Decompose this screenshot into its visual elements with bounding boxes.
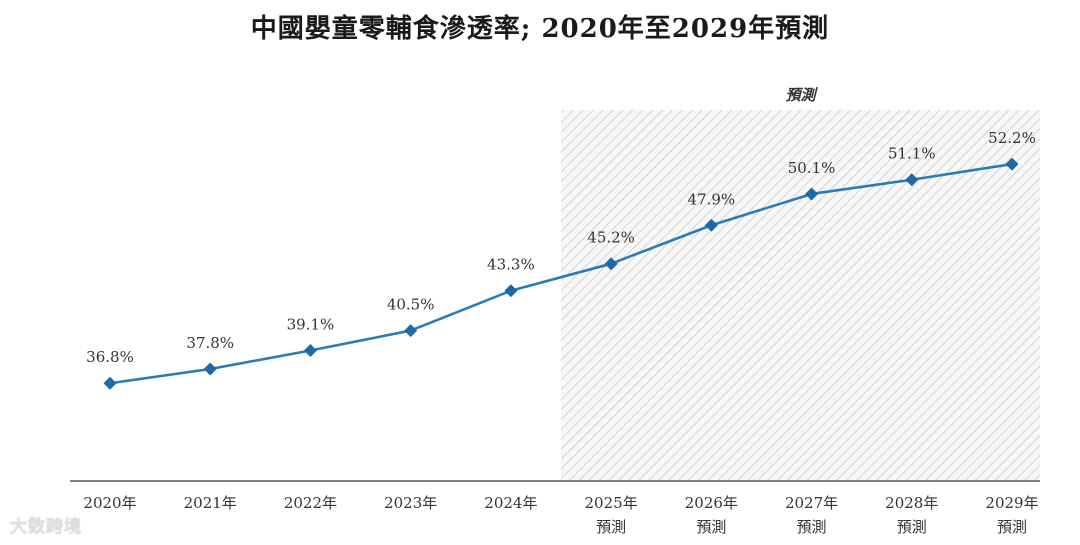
x-tick-sublabel: 預測 <box>897 518 927 536</box>
data-label: 36.8% <box>86 348 134 366</box>
data-label: 43.3% <box>487 256 535 274</box>
x-tick-label: 2023年 <box>384 494 437 512</box>
x-tick-label: 2027年 <box>785 494 838 512</box>
data-label: 40.5% <box>387 296 435 314</box>
x-tick-label: 2024年 <box>484 494 537 512</box>
data-point <box>1005 157 1019 171</box>
x-tick-label: 2026年 <box>685 494 738 512</box>
data-point <box>704 218 718 232</box>
x-tick-label: 2021年 <box>184 494 237 512</box>
data-point <box>504 284 518 298</box>
data-label: 51.1% <box>888 145 936 163</box>
x-tick-label: 2025年 <box>585 494 638 512</box>
x-tick-sublabel: 預測 <box>797 518 827 536</box>
x-tick-sublabel: 預測 <box>596 518 626 536</box>
data-label: 50.1% <box>788 159 836 177</box>
data-label: 45.2% <box>587 229 635 247</box>
data-point <box>805 187 819 201</box>
x-tick-sublabel: 預測 <box>997 518 1027 536</box>
data-point <box>203 362 217 376</box>
watermark: 大数跨境 <box>10 517 82 537</box>
chart-title: 中國嬰童零輔食滲透率; 2020年至2029年預測 <box>250 14 830 44</box>
data-point <box>404 324 418 338</box>
data-label: 47.9% <box>688 190 736 208</box>
data-point <box>905 173 919 187</box>
data-point <box>103 376 117 390</box>
x-tick-sublabel: 預測 <box>696 518 726 536</box>
x-tick-label: 2028年 <box>885 494 938 512</box>
data-label: 52.2% <box>988 129 1036 147</box>
x-tick-label: 2022年 <box>284 494 337 512</box>
forecast-header: 預測 <box>785 86 818 104</box>
x-tick-label: 2020年 <box>83 494 136 512</box>
data-label: 37.8% <box>186 334 234 352</box>
data-point <box>303 344 317 357</box>
x-tick-label: 2029年 <box>985 494 1038 512</box>
series-line <box>109 162 1013 385</box>
data-point <box>604 257 618 271</box>
data-label: 39.1% <box>287 316 335 334</box>
